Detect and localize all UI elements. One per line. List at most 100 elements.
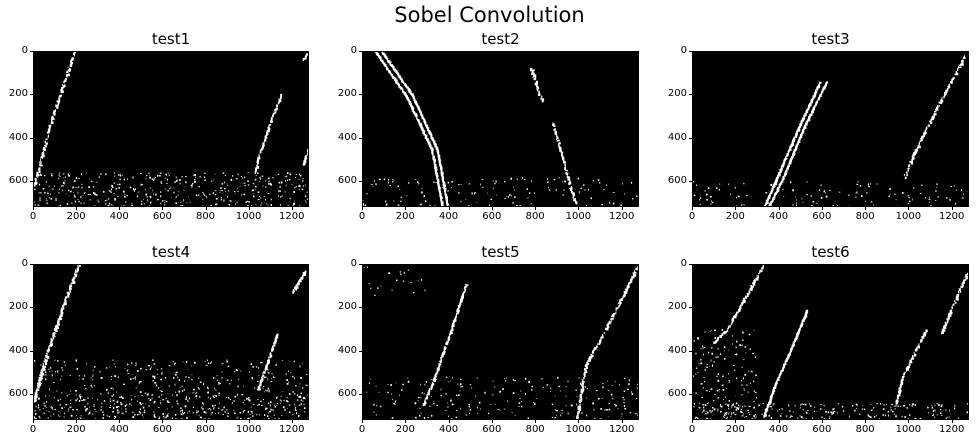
noise-pixel — [34, 201, 36, 203]
edge-pixel — [566, 169, 568, 172]
edge-pixel — [792, 140, 795, 143]
edge-pixel — [35, 395, 38, 398]
noise-pixel — [247, 204, 249, 207]
noise-pixel — [145, 418, 148, 420]
noise-pixel — [134, 376, 136, 378]
noise-pixel — [955, 202, 957, 205]
edge-pixel — [64, 300, 67, 302]
noise-pixel — [731, 407, 733, 409]
edge-pixel — [800, 123, 803, 127]
noise-pixel — [260, 197, 262, 199]
edge-pixel — [951, 79, 953, 82]
noise-pixel — [298, 396, 300, 398]
noise-pixel — [92, 413, 94, 415]
edge-pixel — [732, 320, 734, 323]
noise-pixel — [791, 416, 793, 417]
noise-pixel — [744, 346, 747, 348]
noise-pixel — [963, 193, 965, 195]
edge-pixel — [797, 129, 800, 132]
noise-pixel — [374, 294, 376, 296]
x-tick-label: 400 — [439, 424, 459, 435]
noise-pixel — [203, 193, 205, 195]
edge-pixel — [64, 298, 66, 301]
edge-pixel — [713, 341, 716, 344]
noise-pixel — [941, 404, 943, 406]
noise-pixel — [213, 179, 215, 181]
noise-pixel — [204, 418, 206, 419]
noise-pixel — [234, 371, 236, 373]
noise-pixel — [175, 372, 177, 374]
noise-pixel — [198, 414, 200, 416]
noise-pixel — [429, 405, 431, 407]
noise-pixel — [77, 418, 78, 420]
noise-pixel — [63, 361, 66, 363]
noise-pixel — [268, 418, 270, 420]
noise-pixel — [218, 394, 220, 396]
noise-pixel — [185, 176, 187, 178]
noise-pixel — [247, 398, 249, 401]
noise-pixel — [255, 174, 257, 176]
noise-pixel — [114, 417, 116, 420]
noise-pixel — [445, 376, 448, 378]
edge-pixel — [295, 287, 297, 291]
noise-pixel — [160, 378, 162, 381]
noise-pixel — [289, 197, 291, 200]
edge-pixel — [598, 342, 601, 345]
noise-pixel — [415, 417, 417, 419]
noise-pixel — [737, 408, 739, 410]
noise-pixel — [450, 399, 452, 402]
noise-pixel — [119, 396, 121, 399]
x-tick — [692, 207, 693, 210]
noise-pixel — [893, 413, 895, 415]
noise-pixel — [619, 383, 620, 386]
noise-pixel — [580, 382, 582, 385]
noise-pixel — [57, 370, 59, 373]
noise-pixel — [765, 199, 768, 201]
noise-pixel — [862, 405, 863, 406]
noise-pixel — [94, 409, 96, 410]
noise-pixel — [752, 353, 754, 355]
noise-pixel — [186, 202, 188, 204]
edge-pixel — [567, 178, 569, 181]
edge-pixel — [557, 139, 560, 142]
edge-pixel — [577, 411, 579, 413]
edge-pixel — [897, 390, 900, 393]
noise-pixel — [58, 174, 60, 176]
noise-pixel — [380, 285, 382, 287]
noise-pixel — [51, 174, 53, 177]
noise-pixel — [519, 397, 521, 399]
edge-pixel — [262, 375, 265, 377]
edge-pixel — [304, 55, 307, 58]
noise-pixel — [286, 400, 288, 402]
noise-pixel — [242, 402, 244, 404]
y-tick-label: 600 — [667, 175, 687, 186]
noise-pixel — [131, 399, 133, 401]
noise-pixel — [718, 391, 720, 393]
noise-pixel — [739, 344, 741, 347]
noise-pixel — [182, 411, 183, 413]
y-tick — [359, 350, 362, 352]
edge-pixel — [954, 302, 957, 304]
noise-pixel — [818, 189, 820, 191]
noise-pixel — [120, 173, 121, 175]
edge-image — [33, 51, 309, 207]
edge-pixel — [436, 367, 439, 370]
edge-pixel — [555, 130, 557, 134]
noise-pixel — [161, 372, 163, 375]
noise-pixel — [295, 406, 297, 408]
noise-pixel — [277, 194, 279, 196]
noise-pixel — [162, 413, 164, 414]
edge-pixel — [715, 341, 716, 344]
noise-pixel — [259, 176, 261, 179]
edge-pixel — [40, 161, 42, 164]
noise-pixel — [270, 378, 272, 380]
noise-pixel — [160, 202, 162, 205]
noise-pixel — [234, 190, 236, 193]
noise-pixel — [706, 193, 708, 196]
noise-pixel — [299, 395, 301, 397]
x-tick-label: 200 — [395, 211, 415, 222]
noise-pixel — [230, 178, 233, 181]
noise-pixel — [260, 362, 262, 364]
edge-pixel — [431, 383, 434, 386]
noise-pixel — [721, 384, 724, 386]
